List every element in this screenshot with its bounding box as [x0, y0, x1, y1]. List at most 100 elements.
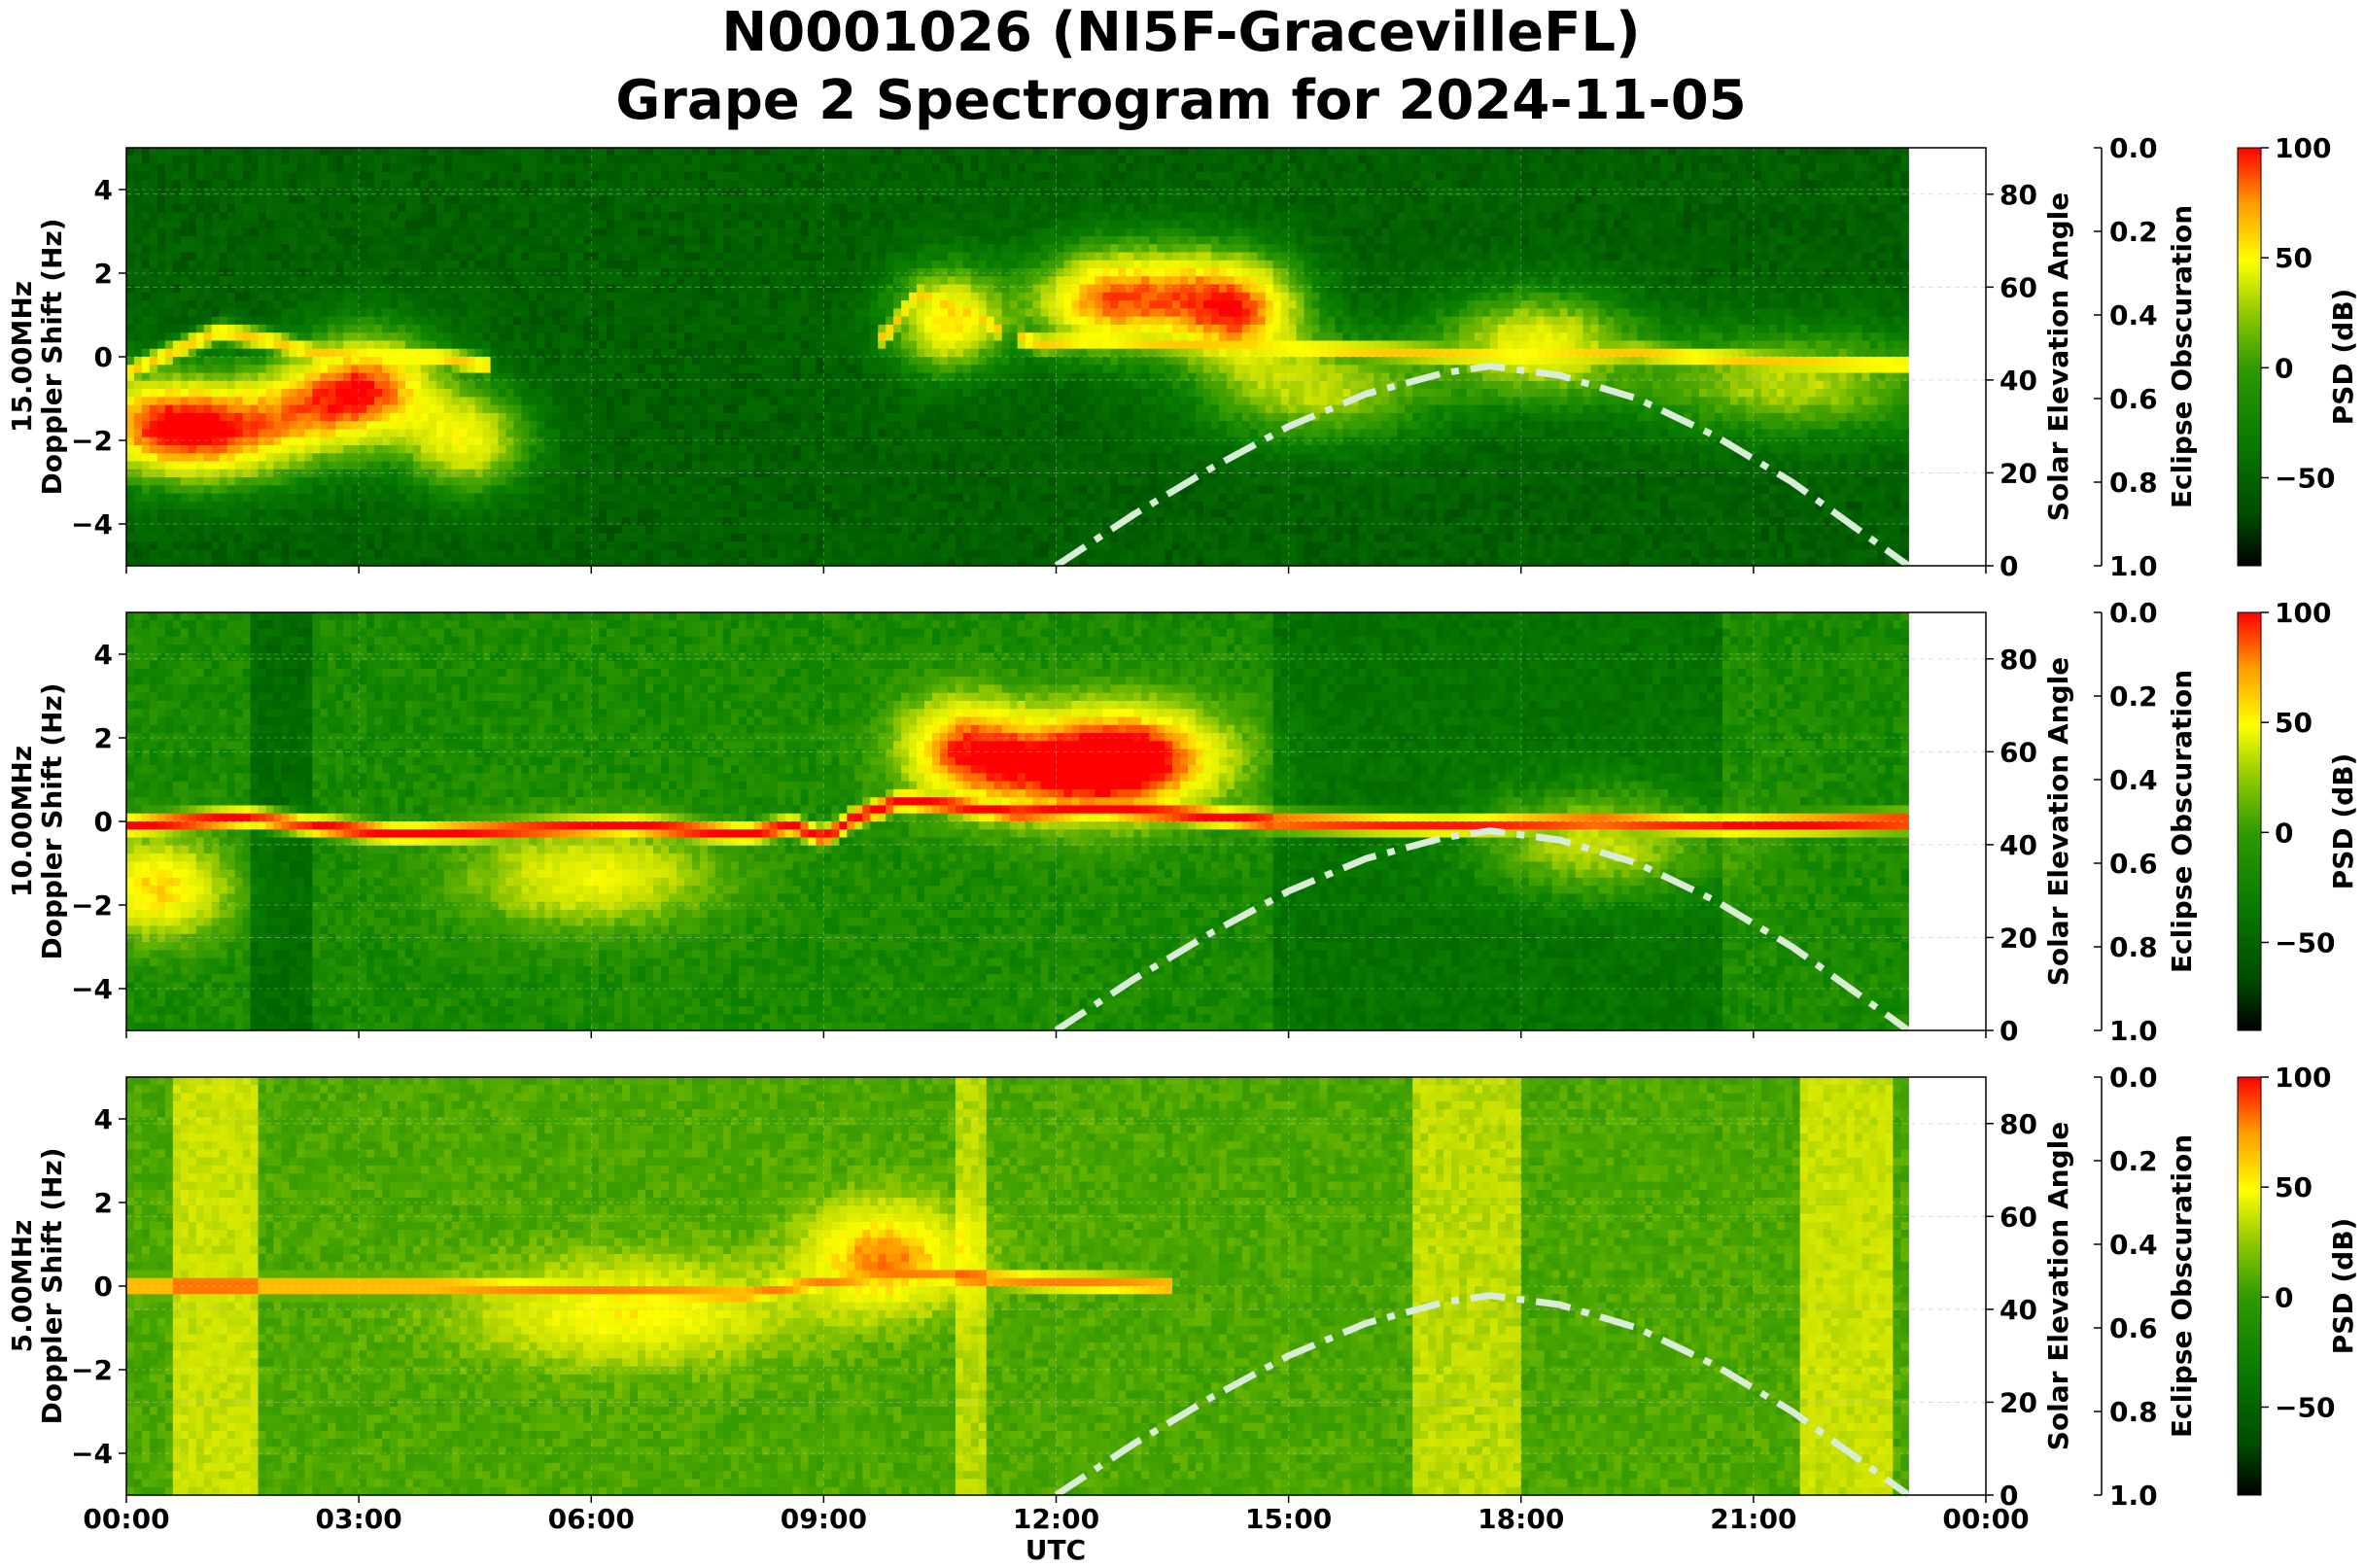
- heatmap-cell: [196, 541, 205, 550]
- heatmap-cell: [212, 285, 221, 294]
- heatmap-cell: [126, 308, 135, 317]
- heatmap-cell: [196, 285, 205, 294]
- heatmap-cell: [165, 549, 174, 558]
- heatmap-cell: [189, 172, 197, 181]
- heatmap-cell: [196, 293, 205, 301]
- heatmap-cell: [150, 534, 158, 542]
- heatmap-cell: [157, 228, 166, 237]
- heatmap-cell: [157, 349, 166, 358]
- heatmap-cell: [165, 381, 174, 390]
- heatmap-cell: [173, 389, 182, 398]
- heatmap-cell: [126, 180, 135, 189]
- heatmap-cell: [212, 526, 221, 535]
- heatmap-cell: [189, 180, 197, 189]
- heatmap-cell: [165, 180, 174, 189]
- heatmap-cell: [157, 445, 166, 454]
- heatmap-cell: [150, 437, 158, 446]
- heatmap-cell: [196, 204, 205, 213]
- heatmap-cell: [181, 164, 190, 173]
- heatmap-cell: [212, 300, 221, 309]
- heatmap-cell: [181, 453, 190, 462]
- heatmap-cell: [142, 180, 151, 189]
- heatmap-cell: [157, 253, 166, 261]
- heatmap-cell: [181, 381, 190, 390]
- heatmap-cell: [173, 429, 182, 437]
- heatmap-cell: [157, 509, 166, 518]
- heatmap-cell: [173, 261, 182, 269]
- heatmap-cell: [204, 325, 213, 333]
- heatmap-cell: [165, 253, 174, 261]
- heatmap-cell: [189, 453, 197, 462]
- heatmap-cell: [134, 196, 143, 205]
- heatmap-cell: [173, 349, 182, 358]
- heatmap-cell: [165, 212, 174, 221]
- heatmap-cell: [204, 300, 213, 309]
- heatmap-cell: [134, 180, 143, 189]
- heatmap-cell: [181, 502, 190, 510]
- heatmap-cell: [212, 293, 221, 301]
- heatmap-cell: [204, 268, 213, 277]
- heatmap-cell: [165, 494, 174, 503]
- heatmap-cell: [189, 437, 197, 446]
- heatmap-cell: [134, 268, 143, 277]
- heatmap-cell: [165, 285, 174, 294]
- heatmap-cell: [126, 204, 135, 213]
- heatmap-cell: [126, 381, 135, 390]
- heatmap-cell: [204, 421, 213, 430]
- heatmap-cell: [196, 477, 205, 486]
- heatmap-cell: [196, 421, 205, 430]
- heatmap-cell: [173, 397, 182, 405]
- heatmap-cell: [196, 196, 205, 205]
- heatmap-cell: [173, 156, 182, 164]
- figure-title-line1: N0001026 (NI5F-GracevilleFL): [721, 1, 1640, 64]
- heatmap-cell: [165, 445, 174, 454]
- heatmap-cell: [165, 332, 174, 341]
- heatmap-cell: [126, 470, 135, 478]
- heatmap-cell: [173, 253, 182, 261]
- heatmap-cell: [165, 526, 174, 535]
- heatmap-cell: [181, 236, 190, 245]
- heatmap-cell: [181, 485, 190, 494]
- heatmap-cell: [165, 268, 174, 277]
- heatmap-cell: [142, 253, 151, 261]
- heatmap-cell: [173, 413, 182, 422]
- heatmap-cell: [157, 204, 166, 213]
- heatmap-cell: [165, 413, 174, 422]
- heatmap-cell: [165, 293, 174, 301]
- heatmap-cell: [173, 421, 182, 430]
- heatmap-cell: [134, 148, 143, 157]
- heatmap-cell: [189, 534, 197, 542]
- heatmap-cell: [142, 485, 151, 494]
- heatmap-cell: [204, 164, 213, 173]
- heatmap-cell: [212, 244, 221, 253]
- heatmap-cell: [126, 509, 135, 518]
- heatmap-cell: [212, 220, 221, 228]
- heatmap-cell: [196, 276, 205, 285]
- heatmap-cell: [196, 148, 205, 157]
- heatmap-cell: [196, 445, 205, 454]
- heatmap-cell: [181, 228, 190, 237]
- heatmap-cell: [150, 325, 158, 333]
- heatmap-cell: [204, 228, 213, 237]
- heatmap-cell: [204, 405, 213, 414]
- heatmap-cell: [134, 204, 143, 213]
- heatmap-cell: [212, 164, 221, 173]
- heatmap-cell: [126, 244, 135, 253]
- heatmap-cell: [126, 293, 135, 301]
- heatmap-cell: [212, 509, 221, 518]
- heatmap-cell: [181, 509, 190, 518]
- heatmap-cell: [157, 494, 166, 503]
- heatmap-cell: [150, 349, 158, 358]
- heatmap-cell: [142, 349, 151, 358]
- heatmap-cell: [196, 325, 205, 333]
- heatmap-cell: [189, 196, 197, 205]
- heatmap-cell: [181, 308, 190, 317]
- heatmap-cell: [157, 220, 166, 228]
- heatmap-cell: [165, 300, 174, 309]
- heatmap-cell: [212, 268, 221, 277]
- heatmap-cell: [157, 172, 166, 181]
- heatmap-cell: [196, 429, 205, 437]
- heatmap-cell: [157, 429, 166, 437]
- heatmap-cell: [196, 244, 205, 253]
- heatmap-cell: [150, 261, 158, 269]
